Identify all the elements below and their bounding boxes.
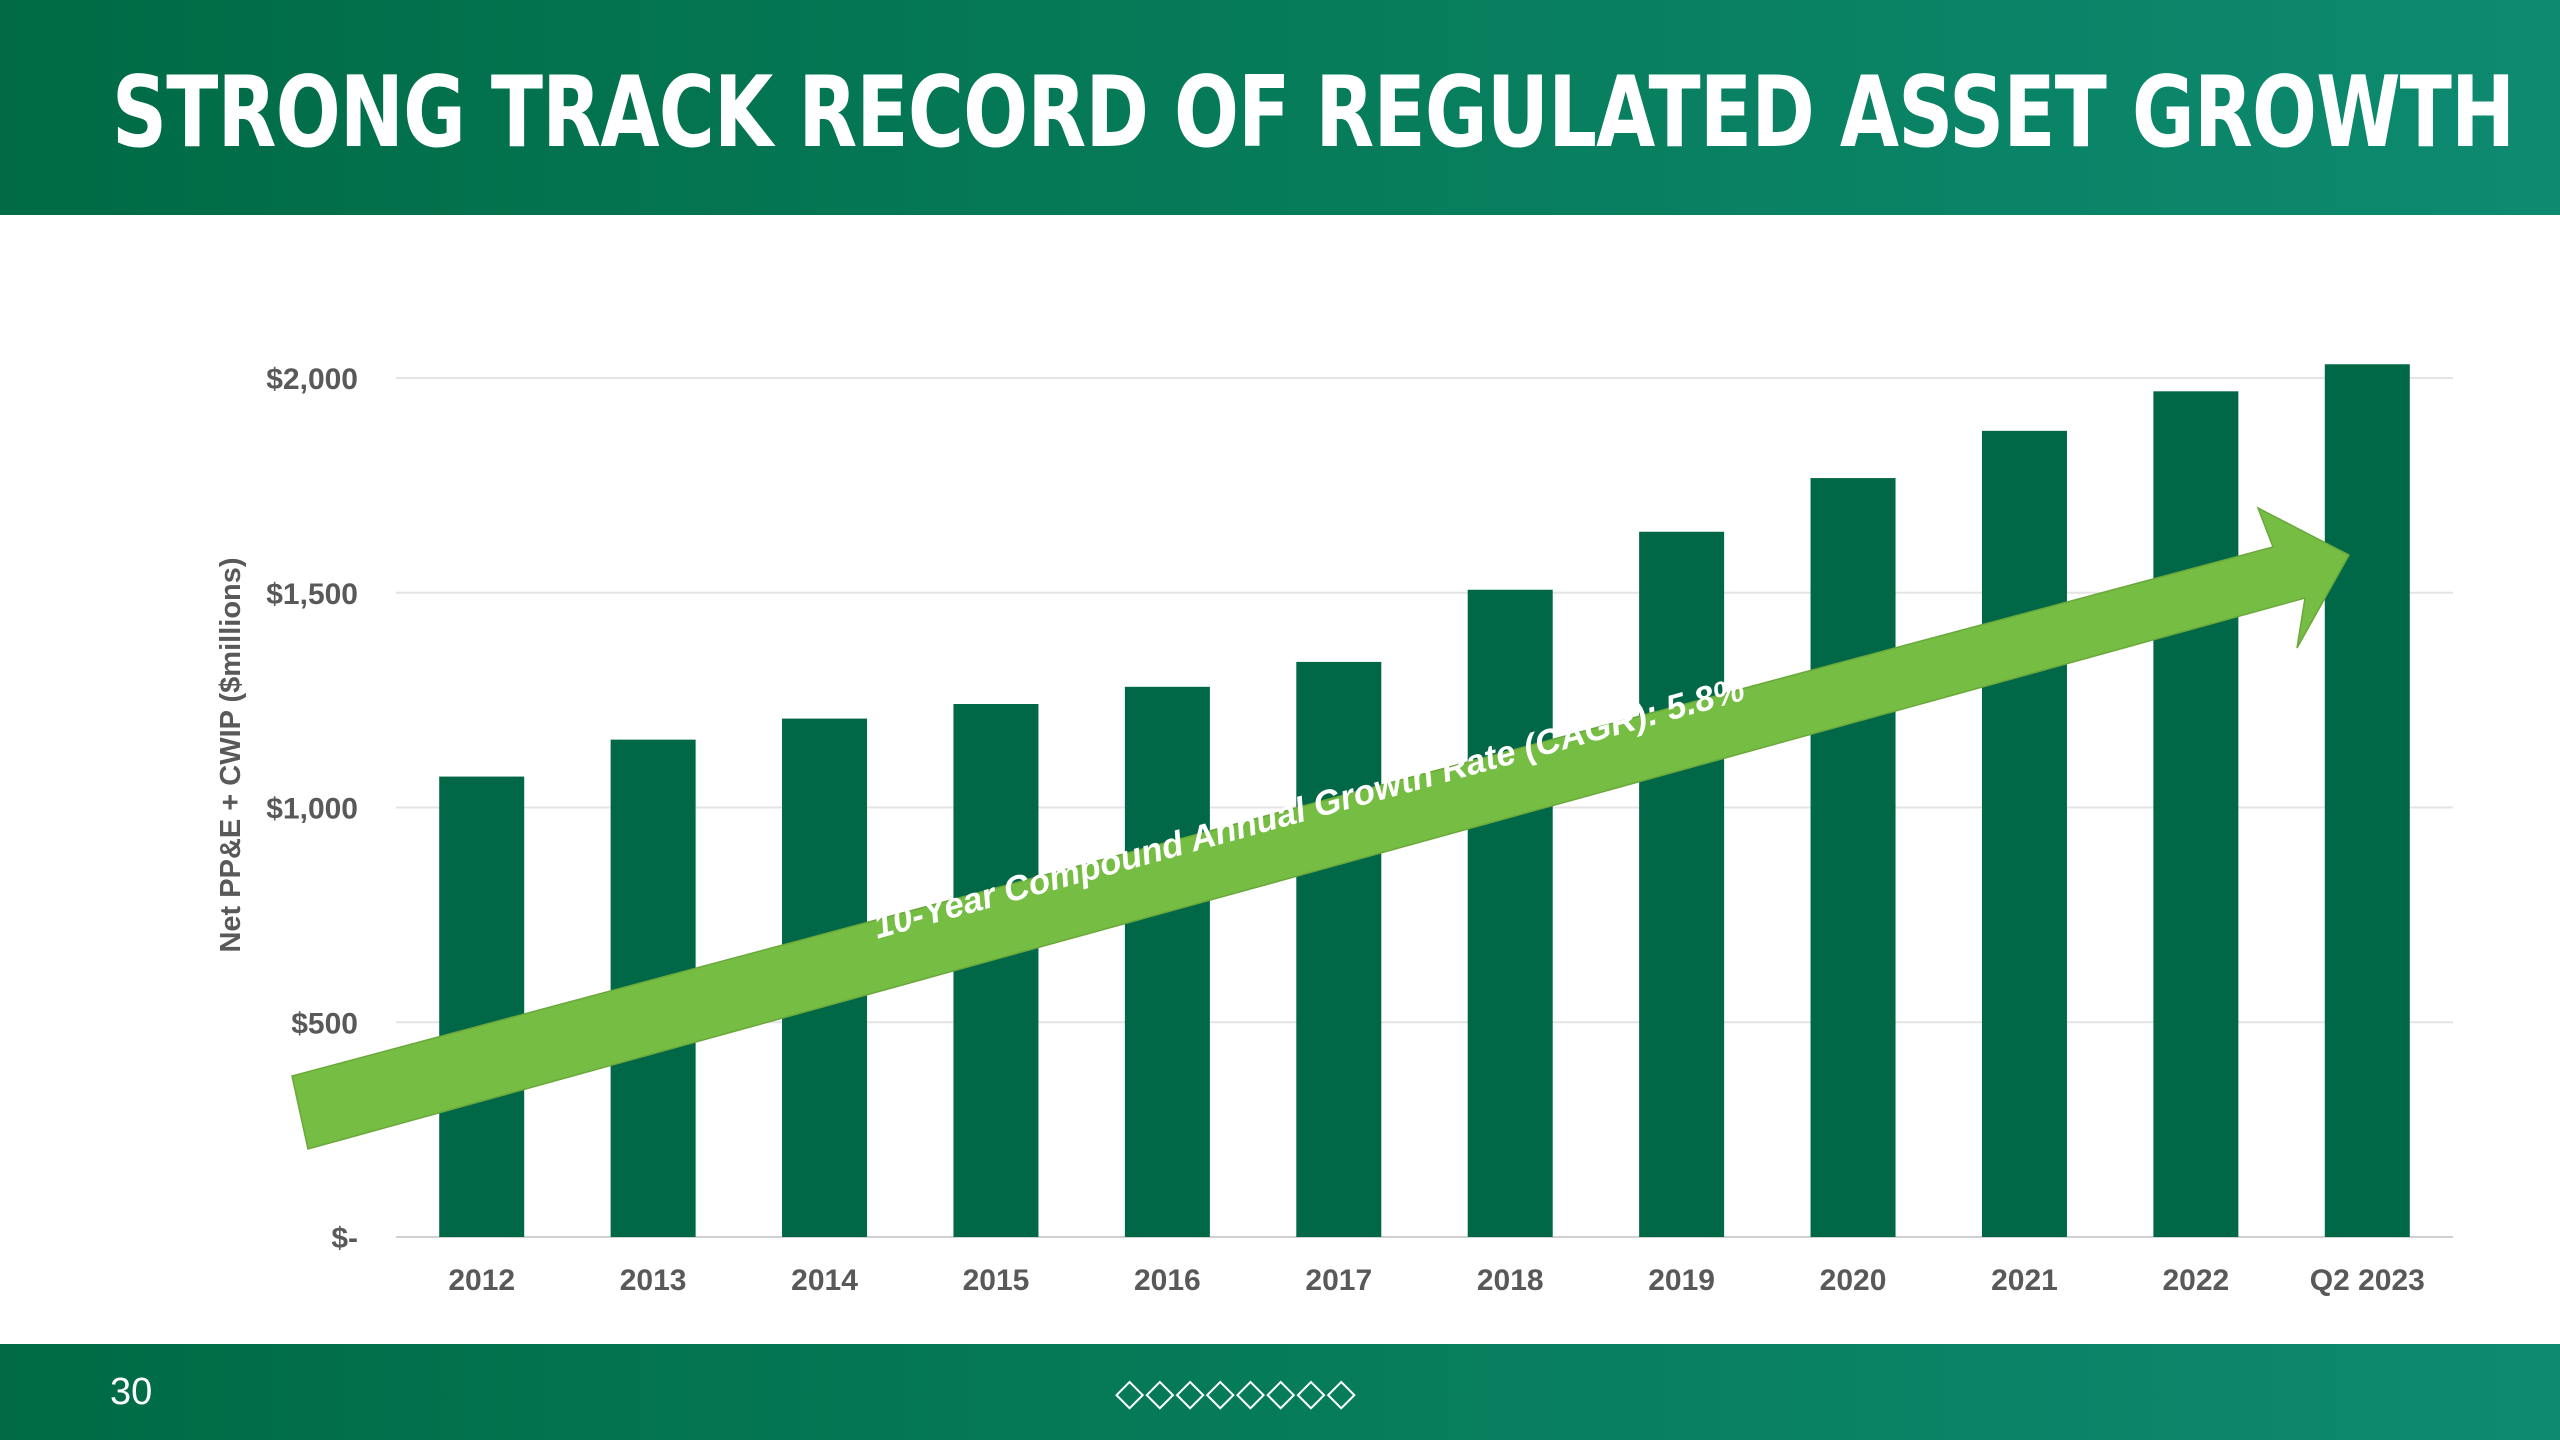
x-tick-label: 2016 (1134, 1264, 1201, 1297)
x-tick-label: 2013 (620, 1264, 687, 1297)
slide-title: STRONG TRACK RECORD OF REGULATED ASSET G… (112, 56, 2515, 170)
bar (1810, 478, 1896, 1237)
footer-bar: 30 ◇◇◇◇◇◇◇◇ (0, 1344, 2560, 1440)
bar (1639, 531, 1725, 1237)
x-tick-label: 2022 (2163, 1264, 2230, 1297)
y-tick-label: $1,000 (266, 793, 358, 826)
bar (2324, 364, 2410, 1238)
y-axis-ticks: $- $500 $1,000 $1,500 $2,000 (266, 363, 358, 1255)
x-tick-label: Q2 2023 (2310, 1264, 2425, 1297)
page-number: 30 (110, 1371, 153, 1413)
footer-ornament: ◇◇◇◇◇◇◇◇ (1115, 1370, 1357, 1414)
bar (1467, 589, 1553, 1237)
x-tick-label: 2017 (1305, 1264, 1372, 1297)
x-tick-label: 2018 (1477, 1264, 1544, 1297)
y-tick-label: $2,000 (266, 363, 358, 396)
y-tick-label: $- (331, 1222, 358, 1255)
bar (1296, 661, 1382, 1237)
y-tick-label: $500 (291, 1007, 358, 1040)
bar (1124, 686, 1210, 1237)
cagr-arrow-shape (291, 506, 2351, 1150)
x-tick-label: 2014 (791, 1264, 858, 1297)
title-bar: STRONG TRACK RECORD OF REGULATED ASSET G… (0, 0, 2560, 215)
x-tick-label: 2015 (963, 1264, 1030, 1297)
bar (2153, 391, 2239, 1237)
bar (439, 776, 525, 1237)
y-axis-title: Net PP&E + CWIP ($millions) (215, 557, 247, 952)
bar (1981, 430, 2067, 1237)
y-tick-label: $1,500 (266, 578, 358, 611)
x-axis-ticks: 2012 2013 2014 2015 2016 2017 2018 2019 2020 2021… (448, 1264, 2425, 1297)
x-tick-label: 2021 (1991, 1264, 2058, 1297)
bar (953, 703, 1039, 1237)
x-tick-label: 2020 (1820, 1264, 1887, 1297)
x-tick-label: 2019 (1648, 1264, 1715, 1297)
bar-chart: $-$500$1,000$1,500$2,000 2012 2013 2014 201… (215, 363, 2453, 1297)
x-tick-label: 2012 (448, 1264, 515, 1297)
